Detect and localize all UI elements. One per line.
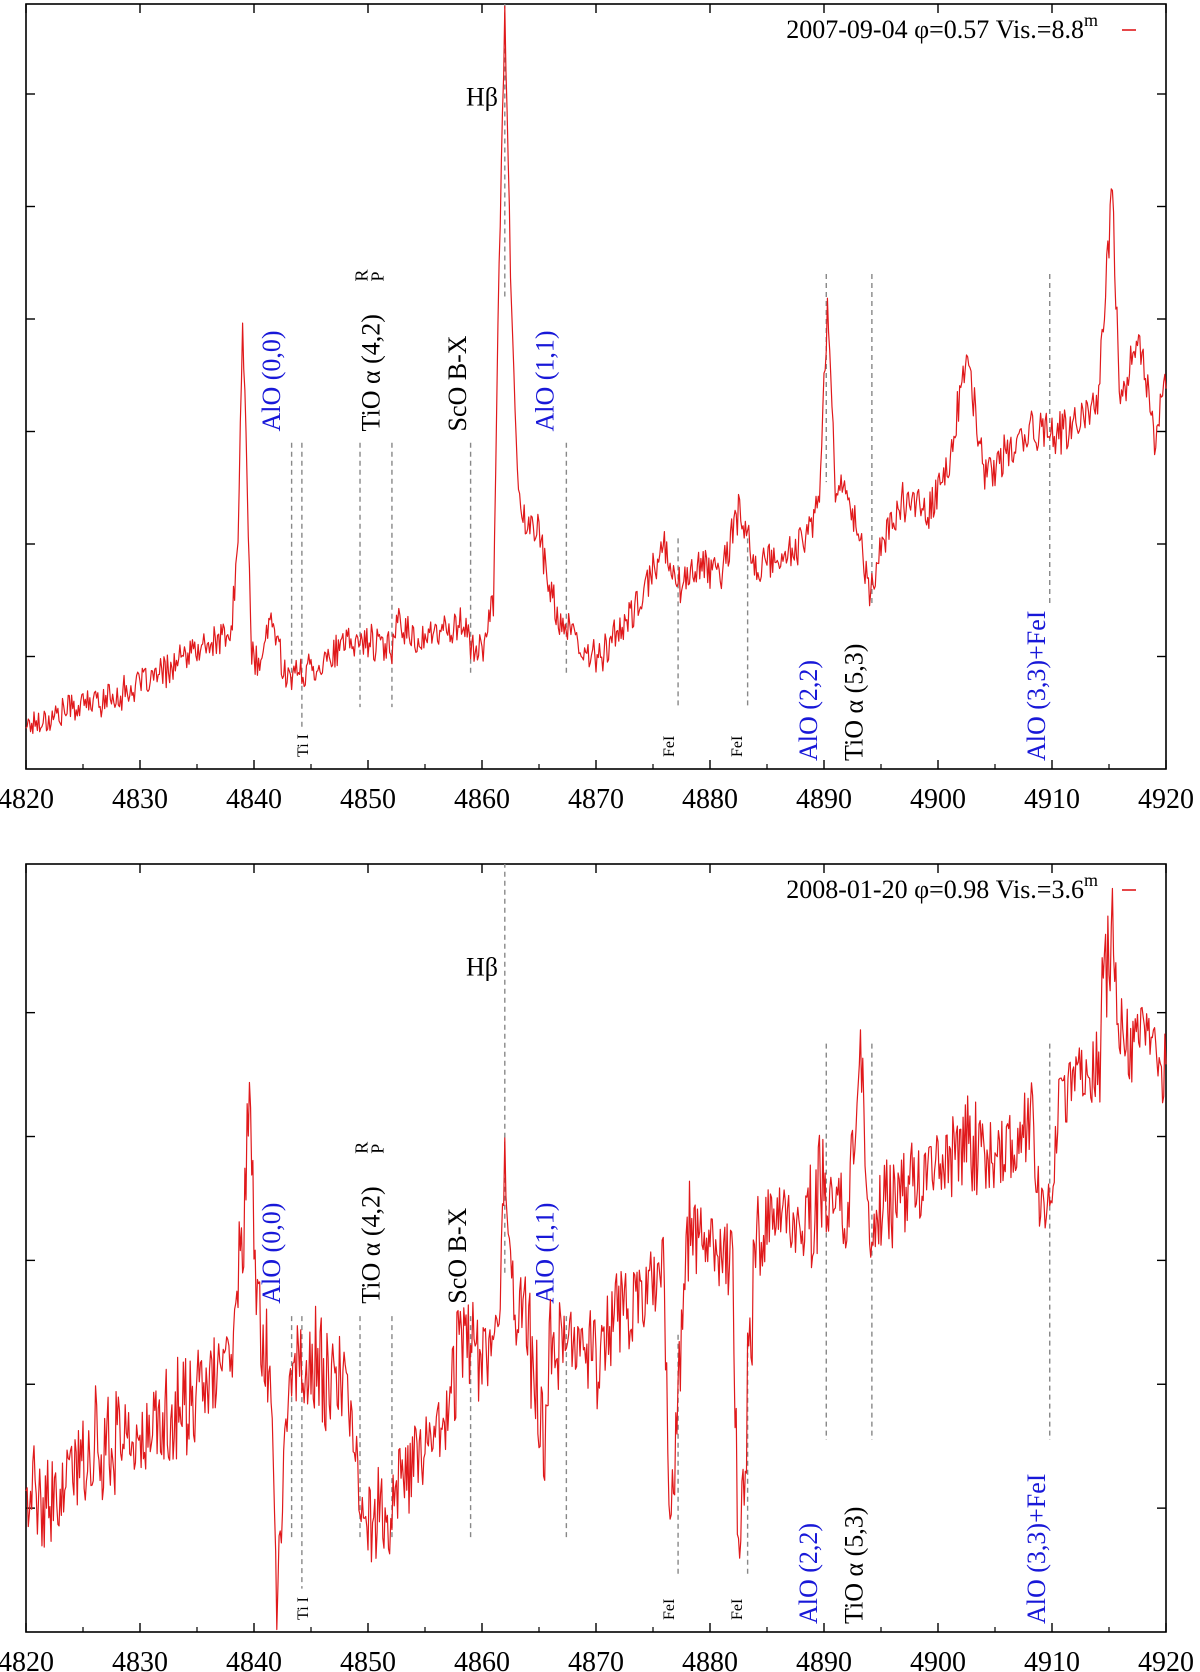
annotation-label: FeI — [729, 736, 746, 757]
x-tick-label: 4900 — [910, 784, 966, 815]
annotation-label: ScO B-X — [443, 1207, 472, 1303]
x-tick-label: 4830 — [112, 784, 168, 815]
annotation-label: TiO α (4,2) — [356, 314, 385, 431]
legend-phase: φ=0.57 — [914, 15, 996, 44]
annotation-label: Ti I — [295, 734, 312, 757]
annotation-label: TiO α (5,3) — [840, 644, 869, 761]
annotation-label: AlO (3,3)+FeI — [1022, 1474, 1051, 1624]
x-tick-label: 4920 — [1138, 1647, 1194, 1672]
annotation-label: AlO (1,1) — [531, 1203, 560, 1304]
legend-vis: Vis.=8.8 — [996, 15, 1084, 44]
legend-label: 2007-09-04 φ=0.57 Vis.=8.8m — [786, 10, 1098, 44]
spectrum-line — [25, 887, 1167, 1631]
x-tick-label: 4870 — [568, 1647, 624, 1672]
annotation-label: Ti I — [295, 1597, 312, 1620]
x-tick-label: 4860 — [454, 1647, 510, 1672]
annotation-label: AlO (1,1) — [531, 330, 560, 431]
x-tick-label: 4920 — [1138, 784, 1194, 815]
x-tick-label: 4890 — [796, 784, 852, 815]
annotation-label: AlO (0,0) — [257, 330, 286, 431]
x-tick-label: 4880 — [682, 784, 738, 815]
annotation-label: Hβ — [466, 952, 498, 981]
legend-phase: φ=0.98 — [914, 875, 996, 904]
x-tick-label: 4850 — [340, 784, 396, 815]
spectrum-line — [25, 5, 1167, 735]
x-tick-label: 4870 — [568, 784, 624, 815]
x-tick-label: 4840 — [226, 784, 282, 815]
annotation-label: AlO (2,2) — [794, 660, 823, 761]
legend-label: 2008-01-20 φ=0.98 Vis.=3.6m — [786, 870, 1098, 904]
annotation-sub: P — [367, 271, 387, 281]
legend-vis-sup: m — [1084, 10, 1098, 30]
x-tick-label: 4890 — [796, 1647, 852, 1672]
annotation-label: TiO α (4,2) — [356, 1186, 385, 1303]
x-tick-label: 4910 — [1024, 784, 1080, 815]
x-tick-label: 4830 — [112, 1647, 168, 1672]
legend-vis: Vis.=3.6 — [996, 875, 1084, 904]
annotation-label: FeI — [729, 1599, 746, 1620]
x-tick-label: 4820 — [0, 784, 54, 815]
x-tick-label: 4860 — [454, 784, 510, 815]
annotation-label: AlO (2,2) — [794, 1523, 823, 1624]
plot-frame — [25, 863, 1167, 1633]
annotation-label: FeI — [661, 736, 678, 757]
annotation-label: ScO B-X — [443, 335, 472, 431]
annotation-label: FeI — [661, 1599, 678, 1620]
legend-date: 2007-09-04 — [786, 15, 914, 44]
spectrum-panel-2007: 4820 4830 4840 4850 4860 4870 4880 4890 4900 4910… — [0, 3, 1194, 815]
annotation-sub: P — [367, 1144, 387, 1154]
spectrum-panel-2008: 4820 4830 4840 4850 4860 4870 4880 4890 4900 4910… — [0, 863, 1194, 1672]
x-tick-label: 4910 — [1024, 1647, 1080, 1672]
x-tick-label: 4820 — [0, 1647, 54, 1672]
annotation-label: AlO (3,3)+FeI — [1022, 611, 1051, 761]
annotation-label: AlO (0,0) — [257, 1203, 286, 1304]
legend-vis-sup: m — [1084, 870, 1098, 890]
x-tick-label: 4850 — [340, 1647, 396, 1672]
legend-date: 2008-01-20 — [786, 875, 914, 904]
x-tick-label: 4880 — [682, 1647, 738, 1672]
annotation-label: TiO α (5,3) — [840, 1507, 869, 1624]
annotation-label: Hβ — [466, 82, 498, 111]
x-tick-label: 4840 — [226, 1647, 282, 1672]
x-tick-label: 4900 — [910, 1647, 966, 1672]
annotation-sup: R — [351, 1142, 371, 1154]
annotation-sup: R — [351, 269, 371, 281]
